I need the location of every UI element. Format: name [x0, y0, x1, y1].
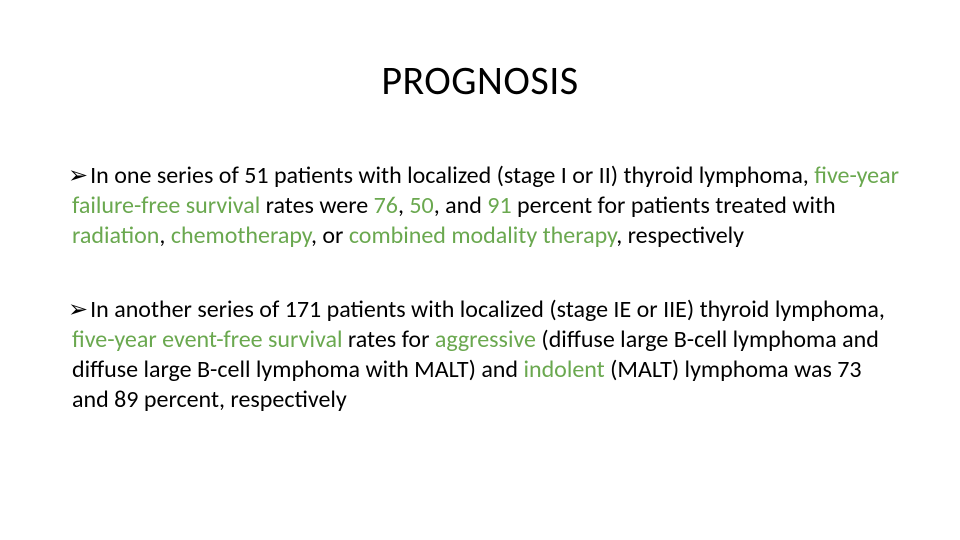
highlight-text: aggressive: [435, 325, 542, 354]
body-text: ,: [159, 221, 170, 250]
body-text: , respectively: [616, 221, 744, 250]
highlight-text: combined modality therapy: [349, 221, 616, 250]
highlight-text: radiation: [72, 221, 159, 250]
highlight-text: 76: [374, 191, 398, 220]
slide: PROGNOSIS ➢In one series of 51 patients …: [0, 56, 960, 540]
bullet-2-text: In another series of 171 patients with l…: [72, 295, 885, 414]
body-text: percent for patients treated with: [517, 191, 836, 220]
bullet-1-text: In one series of 51 patients with locali…: [72, 161, 899, 250]
body-text: rates for: [348, 325, 435, 354]
arrow-icon: ➢: [68, 161, 88, 191]
slide-title: PROGNOSIS: [0, 56, 960, 105]
arrow-icon: ➢: [68, 295, 88, 325]
body-text: , or: [311, 221, 349, 250]
bullet-1: ➢In one series of 51 patients with local…: [72, 161, 900, 251]
body-text: rates were: [266, 191, 374, 220]
highlight-text: 50: [409, 191, 433, 220]
body-text: In one series of 51 patients with locali…: [90, 161, 814, 190]
highlight-text: chemotherapy: [171, 221, 311, 250]
body-text: , and: [434, 191, 488, 220]
highlight-text: five-year event-free survival: [72, 325, 348, 354]
highlight-text: 91: [487, 191, 517, 220]
body-text: ,: [398, 191, 409, 220]
slide-content: ➢In one series of 51 patients with local…: [0, 161, 960, 415]
bullet-2: ➢In another series of 171 patients with …: [72, 295, 900, 415]
body-text: In another series of 171 patients with l…: [90, 295, 885, 324]
highlight-text: indolent: [523, 355, 610, 384]
